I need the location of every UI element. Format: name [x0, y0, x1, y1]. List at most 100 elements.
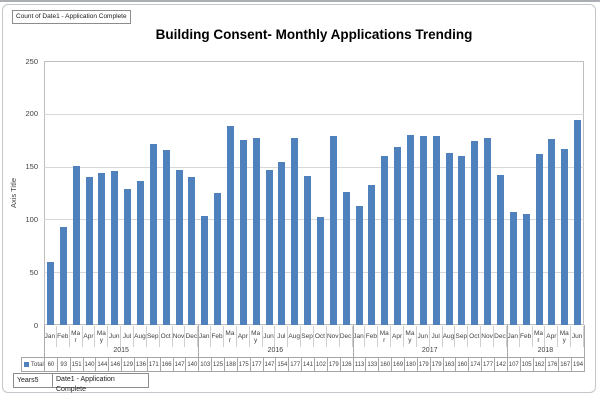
month-label: Ma r [70, 326, 83, 347]
table-value-cell: 174 [468, 357, 483, 372]
table-value-cell: 177 [288, 357, 303, 372]
bar [124, 188, 132, 325]
bar [548, 139, 556, 325]
bar [561, 148, 569, 325]
year-boundary [352, 325, 354, 357]
y-tick-label: 150 [25, 162, 38, 172]
bar [278, 162, 286, 325]
month-label: Ma y [250, 326, 263, 347]
month-label: Jul [121, 326, 134, 347]
bar [432, 135, 440, 325]
month-label: Ma r [378, 326, 392, 347]
bar [342, 191, 350, 325]
gridline [44, 113, 584, 115]
y-tick-label: 250 [25, 56, 38, 66]
legend-cell: Total [21, 357, 45, 372]
bar [471, 141, 479, 325]
month-label: Jan [507, 326, 520, 347]
table-value-cell: 177 [481, 357, 495, 372]
month-label: Ma r [533, 326, 546, 347]
table-value-cell: 163 [442, 357, 457, 372]
chart-title: Building Consent- Monthly Applications T… [155, 27, 473, 42]
bar [368, 184, 376, 325]
month-label: Jun [108, 326, 122, 347]
bar [46, 261, 54, 325]
bar [252, 138, 260, 325]
years-field-button[interactable]: Years5 [13, 373, 53, 388]
month-label: Ma y [404, 326, 417, 347]
bar [226, 126, 234, 325]
bar [329, 135, 337, 325]
bar [98, 172, 106, 325]
bar [496, 175, 504, 325]
table-value-cell: 133 [365, 357, 380, 372]
table-value-cell: 105 [519, 357, 534, 372]
table-value-cell: 179 [429, 357, 444, 372]
month-label: Ma r [224, 326, 237, 347]
bar [59, 226, 67, 325]
bar [175, 169, 183, 325]
table-value-cell: 176 [545, 357, 560, 372]
y-axis-title: Axis Title [9, 178, 18, 209]
table-value-cell: 142 [494, 357, 508, 372]
bar [484, 138, 492, 325]
table-value-cell: 102 [314, 357, 328, 372]
month-label: Aug [443, 326, 456, 347]
table-value-cell: 141 [301, 357, 315, 372]
gridline [44, 219, 584, 221]
year-boundary [506, 325, 508, 357]
table-value-cell: 144 [95, 357, 110, 372]
year-label: 2018 [537, 347, 554, 354]
y-tick-label: 50 [29, 267, 38, 277]
month-label: Oct [314, 326, 327, 347]
table-value-cell: 129 [121, 357, 135, 372]
month-label: Apr [237, 326, 250, 347]
table-value-cell: 113 [352, 357, 367, 372]
date-field-button[interactable]: Date1 - Application Complete [52, 373, 149, 393]
table-value-cell: 169 [391, 357, 405, 372]
month-label: Feb [211, 326, 224, 347]
bar [316, 217, 324, 325]
table-value-cell: 166 [159, 357, 174, 372]
year-boundary [198, 325, 200, 357]
y-tick-label: 100 [25, 214, 38, 224]
bar [291, 138, 299, 325]
bar [458, 156, 466, 325]
table-value-cell: 107 [506, 357, 521, 372]
month-label: Apr [391, 326, 404, 347]
legend-label: Total [31, 361, 44, 368]
month-label: Jul [275, 326, 289, 347]
month-label: Aug [134, 326, 147, 347]
month-label: Sep [301, 326, 314, 347]
month-label: Aug [288, 326, 302, 347]
table-value-cell: 146 [108, 357, 123, 372]
table-value-cell: 140 [82, 357, 97, 372]
month-label: Sep [147, 326, 160, 347]
month-label: Jan [44, 326, 57, 347]
table-value-cell: 154 [275, 357, 290, 372]
table-value-cell: 175 [236, 357, 251, 372]
bar [445, 152, 453, 325]
bar [201, 216, 209, 325]
table-value-cell: 60 [44, 357, 58, 372]
bar [72, 165, 80, 325]
table-value-cell: 147 [262, 357, 277, 372]
year-label: 2015 [113, 347, 129, 354]
table-value-cell: 160 [378, 357, 393, 372]
gridline [44, 166, 584, 168]
bar [522, 214, 530, 325]
bar [535, 153, 543, 325]
table-value-cell: 162 [532, 357, 547, 372]
bar [162, 149, 170, 325]
value-field-button[interactable]: Count of Date1 - Application Complete [12, 10, 131, 24]
bar [574, 120, 582, 325]
bar [509, 212, 517, 325]
bar [188, 177, 196, 325]
month-label: Jun [263, 326, 276, 347]
bar [381, 156, 389, 325]
month-label: Jul [430, 326, 443, 347]
month-label: Jun [571, 326, 584, 347]
year-label: 2016 [267, 347, 284, 354]
month-label: Jan [353, 326, 366, 347]
